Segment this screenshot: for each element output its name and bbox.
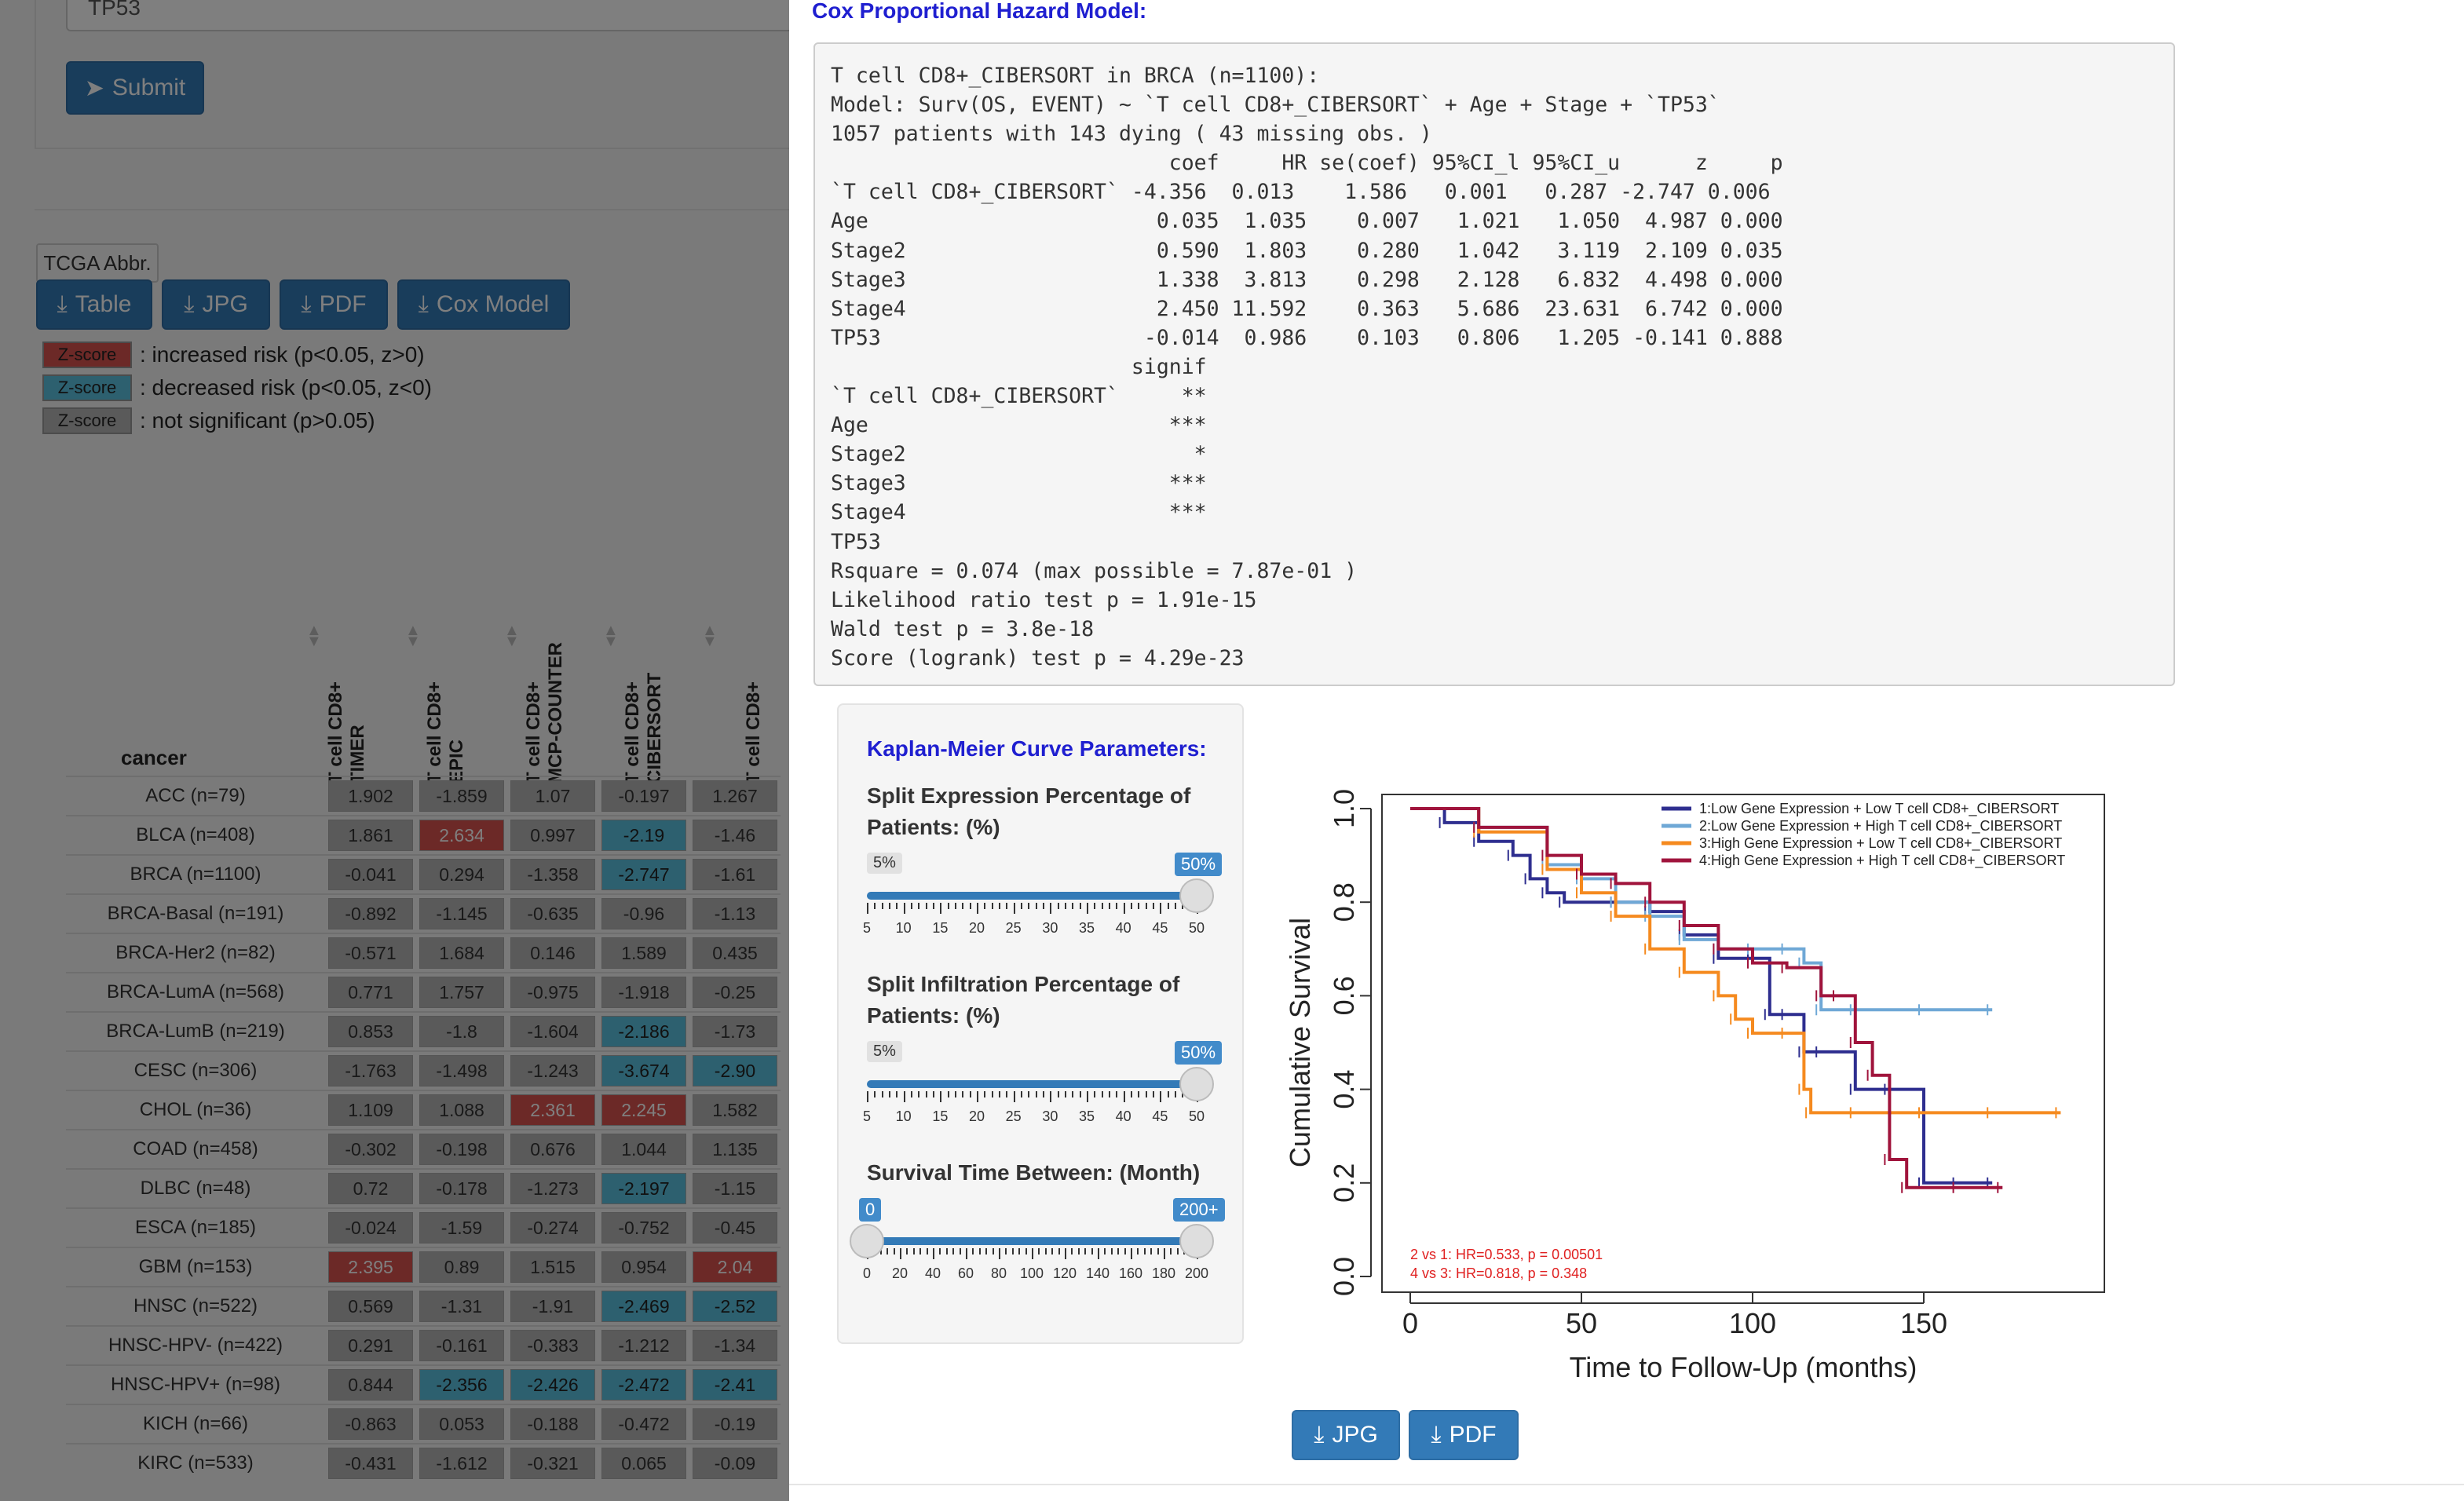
expr-tick-marks [867,903,1198,917]
x-axis-label: Time to Follow-Up (months) [1570,1351,1917,1383]
km-jpg-download-button[interactable]: ⤓ JPG [1292,1410,1400,1460]
expr-value-tag: 50% [1175,853,1223,876]
legend-label: 4:High Gene Expression + High T cell CD8… [1699,853,2065,869]
km-survival-chart: 0 50 100 150 0.0 0.2 0.4 0.6 0.8 1.0 Time to Follo… [1284,789,2105,1383]
expr-slider-fill [867,892,1197,900]
hr-annotation: 4 vs 3: HR=0.818, p = 0.348 [1410,1265,1587,1281]
expr-slider-handle[interactable] [1179,878,1214,913]
time-min-handle[interactable] [850,1224,884,1258]
modal-backdrop[interactable] [0,0,789,1501]
time-min-tag: 0 [859,1198,882,1222]
km-pdf-download-button[interactable]: ⤓ PDF [1409,1410,1519,1460]
download-icon: ⤓ [1431,1422,1442,1448]
hr-annotation: 2 vs 1: HR=0.533, p = 0.00501 [1410,1247,1603,1262]
infil-value-tag: 50% [1175,1041,1223,1065]
plot-frame [1381,794,2105,1293]
y-tick-label: 0.6 [1328,976,1360,1015]
legend-label: 3:High Gene Expression + Low T cell CD8+… [1699,835,2062,852]
x-tick-label: 100 [1729,1307,1776,1339]
cox-output-text: T cell CD8+_CIBERSORT in BRCA (n=1100): … [831,64,1783,670]
time-range-label: Survival Time Between: (Month) [867,1160,1201,1185]
y-tick-label: 0.0 [1328,1257,1360,1296]
y-axis-label: Cumulative Survival [1284,918,1316,1167]
x-tick-label: 50 [1566,1307,1597,1339]
y-tick-label: 0.8 [1328,882,1360,922]
time-slider-fill [867,1237,1197,1245]
km-pdf-label: PDF [1449,1422,1497,1448]
km-series-line [1410,807,2003,1189]
modal-footer-divider [789,1484,2464,1485]
infil-split-label: Split Infiltration Percentage of Patient… [867,972,1180,1028]
legend-label: 1:Low Gene Expression + Low T cell CD8+_… [1699,801,2059,817]
km-series-line [1410,807,2061,1115]
expr-min-tag: 5% [867,853,902,874]
x-tick-label: 150 [1900,1307,1947,1339]
time-max-handle[interactable] [1179,1224,1214,1258]
legend-label: 2:Low Gene Expression + High T cell CD8+… [1699,818,2062,834]
infil-min-tag: 5% [867,1041,902,1062]
time-max-tag: 200+ [1173,1198,1225,1222]
cox-title: Cox Proportional Hazard Model: [812,0,1147,23]
infil-slider-handle[interactable] [1179,1067,1214,1101]
x-tick-label: 0 [1402,1307,1418,1339]
y-tick-label: 0.2 [1328,1163,1360,1203]
km-panel-title: Kaplan-Meier Curve Parameters: [867,736,1207,761]
y-tick-label: 1.0 [1328,789,1360,828]
time-tick-marks [867,1248,1198,1262]
infil-slider-fill [867,1080,1197,1088]
km-jpg-label: JPG [1332,1422,1378,1448]
download-icon: ⤓ [1314,1422,1325,1448]
cox-output-box: T cell CD8+_CIBERSORT in BRCA (n=1100): … [813,42,2175,686]
expr-split-label: Split Expression Percentage of Patients:… [867,783,1191,839]
y-tick-label: 0.4 [1328,1070,1360,1109]
infil-tick-marks [867,1091,1198,1105]
